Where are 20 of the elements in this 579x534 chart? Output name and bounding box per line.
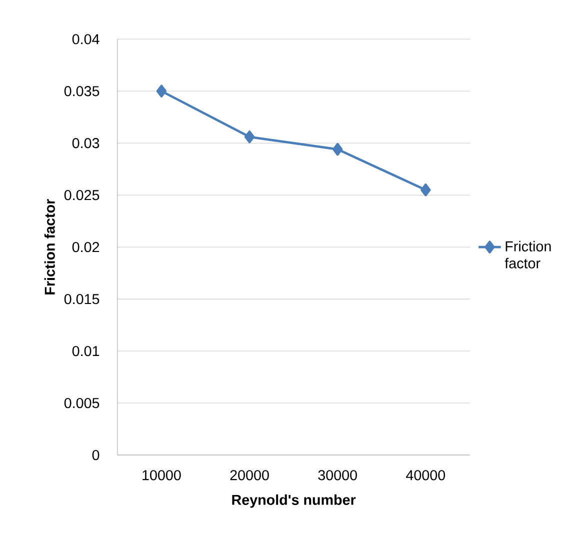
y-tick-label: 0.01 (72, 346, 100, 356)
x-tick-label: 30000 (318, 470, 357, 480)
y-tick-label: 0.015 (64, 294, 100, 304)
y-tick-label: 0.035 (64, 86, 100, 96)
point (332, 142, 343, 156)
x-axis-title: Reynold's number (232, 494, 356, 508)
legend-label: Friction factor (504, 240, 551, 268)
y-tick-label: 0 (92, 450, 100, 460)
y-tick-label: 0.025 (64, 190, 100, 200)
x-tick-label: 40000 (406, 470, 446, 480)
point (244, 130, 255, 144)
point (420, 183, 431, 196)
x-tick-label: 20000 (230, 470, 269, 480)
y-axis-title: Friction factor (44, 198, 55, 294)
x-tick-label: 10000 (142, 470, 181, 480)
y-tick-label: 0.005 (64, 398, 100, 408)
y-tick-label: 0.02 (72, 242, 100, 252)
y-tick-label: 0.04 (72, 34, 100, 44)
point (156, 84, 167, 98)
y-tick-label: 0.03 (72, 138, 100, 148)
